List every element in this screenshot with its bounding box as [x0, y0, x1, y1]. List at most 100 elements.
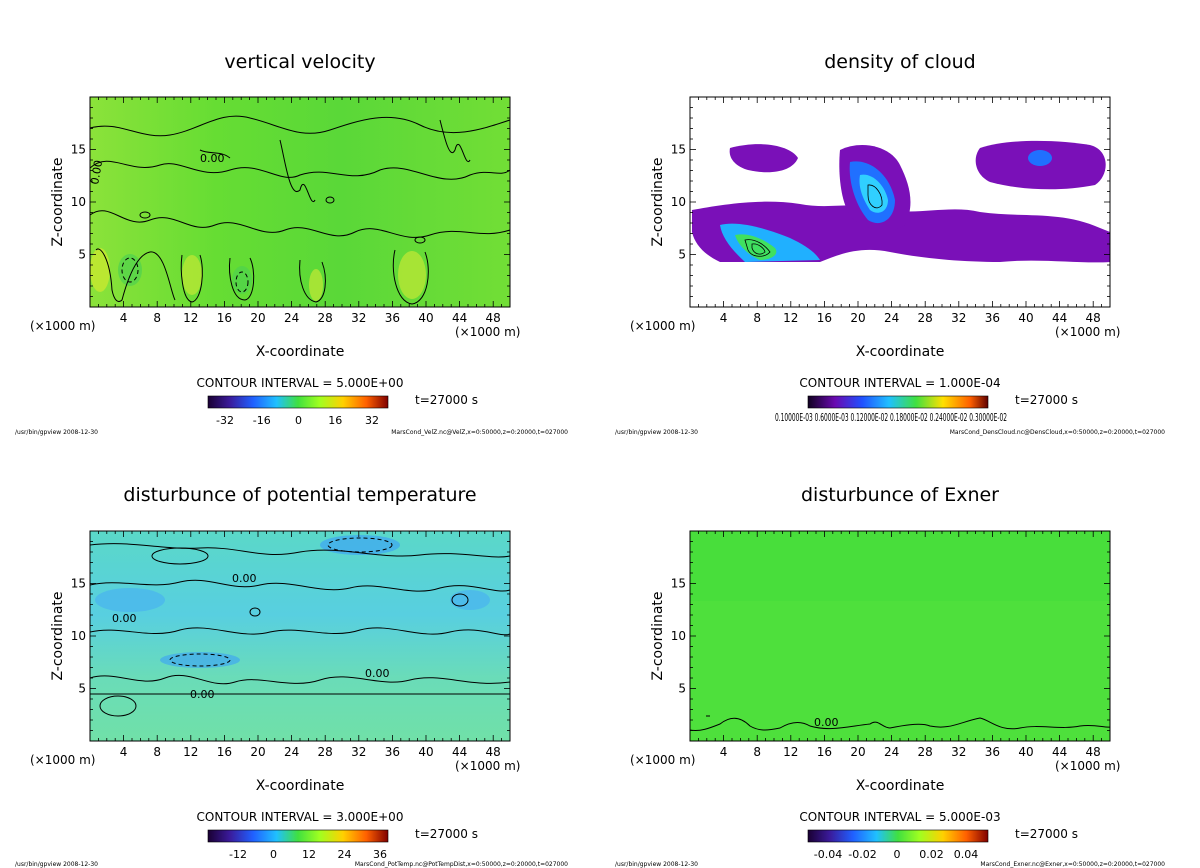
- cold-blob: [95, 588, 165, 612]
- x-tick-label: 20: [250, 311, 265, 325]
- cold-blob: [450, 590, 490, 610]
- y-axis: 5 10 15: [671, 541, 1110, 731]
- x-axis: 4 8 12 16 20 24 28 32 36 40 44 48: [98, 97, 503, 325]
- x-tick-label: 8: [153, 311, 161, 325]
- x-tick-label: 32: [351, 745, 366, 759]
- x-tick-label: 8: [153, 745, 161, 759]
- contour-lines: [90, 115, 510, 305]
- x-unit-left: (×1000 m): [630, 319, 695, 333]
- updraft-blob: [309, 269, 323, 301]
- x-tick-label: 16: [817, 311, 832, 325]
- colorbar-ticks: -12 0 12 24 36: [229, 848, 387, 861]
- y-tick-label: 10: [71, 629, 86, 643]
- colorbar-tick-label: 0: [270, 848, 277, 861]
- plot-area: 0.00 0.00 0.00 0.00: [90, 531, 510, 741]
- x-tick-label: 44: [1052, 311, 1067, 325]
- y-tick-label: 5: [78, 248, 86, 262]
- x-tick-label: 4: [720, 311, 728, 325]
- x-tick-label: 48: [486, 745, 501, 759]
- chart-title: vertical velocity: [224, 51, 375, 73]
- y-tick-label: 15: [671, 577, 686, 591]
- y-axis: 5 10 15: [71, 541, 510, 731]
- x-tick-label: 12: [183, 745, 198, 759]
- footer-right: MarsCond_Exner.nc@Exner,x=0:50000,z=0:20…: [980, 861, 1165, 868]
- x-tick-label: 24: [284, 745, 299, 759]
- chart-title: disturbunce of potential temperature: [123, 484, 476, 506]
- plot-area: [690, 97, 1110, 307]
- x-tick-label: 16: [217, 311, 232, 325]
- colorbar-tick-labels: 0.10000E-03 0.6000E-03 0.12000E-02 0.180…: [775, 411, 1007, 424]
- x-axis-label: X-coordinate: [856, 344, 945, 360]
- x-unit-left: (×1000 m): [630, 753, 695, 767]
- negative-contours: [169, 537, 393, 667]
- contour-label: 0.00: [365, 667, 390, 680]
- time-label: t=27000 s: [415, 827, 478, 841]
- colorbar-ticks: -0.04 -0.02 0 0.02 0.04: [814, 848, 978, 861]
- x-axis-label: X-coordinate: [856, 778, 945, 794]
- colorbar: [807, 395, 989, 409]
- x-tick-label: 28: [918, 745, 933, 759]
- x-tick-label: 32: [951, 311, 966, 325]
- y-tick-label: 5: [678, 248, 686, 262]
- x-tick-label: 44: [452, 745, 467, 759]
- colorbar: [807, 829, 989, 843]
- footer-left: /usr/bin/gpview 2008-12-30: [615, 429, 698, 436]
- x-unit-left: (×1000 m): [30, 753, 95, 767]
- panel-exner: disturbunce of Exner 0.00 4 8 12 16 20 24 28 32…: [615, 484, 1165, 868]
- x-tick-label: 36: [385, 311, 400, 325]
- contour-interval: CONTOUR INTERVAL = 3.000E+00: [197, 810, 404, 824]
- footer-right: MarsCond_PotTemp.nc@PotTempDist,x=0:5000…: [355, 861, 568, 868]
- contour-lines: [90, 543, 510, 717]
- cloud-core: [720, 150, 1052, 262]
- x-tick-label: 40: [1018, 311, 1033, 325]
- x-tick-label: 24: [884, 745, 899, 759]
- y-tick-label: 5: [78, 682, 86, 696]
- contour-label: 0.00: [190, 688, 215, 701]
- x-tick-label: 40: [418, 311, 433, 325]
- x-tick-label: 24: [884, 311, 899, 325]
- x-tick-label: 40: [418, 745, 433, 759]
- chart-title: density of cloud: [824, 51, 976, 73]
- colorbar-ticks: -32 -16 0 16 32: [216, 414, 379, 427]
- x-tick-label: 28: [318, 311, 333, 325]
- updraft-blob: [90, 248, 110, 292]
- x-unit-left: (×1000 m): [30, 319, 95, 333]
- contour-label: 0.00: [200, 152, 225, 165]
- colorbar-tick-label: 36: [373, 848, 387, 861]
- x-tick-label: 48: [1086, 311, 1101, 325]
- x-axis-label: X-coordinate: [256, 778, 345, 794]
- y-tick-label: 10: [71, 195, 86, 209]
- x-tick-label: 44: [1052, 745, 1067, 759]
- x-tick-label: 8: [753, 311, 761, 325]
- x-unit-right: (×1000 m): [455, 325, 520, 339]
- colorbar-tick-label: 0.04: [954, 848, 979, 861]
- x-axis: 4 8 12 16 20 24 28 32 36 40 44 48: [698, 531, 1102, 759]
- y-axis-label: Z-coordinate: [650, 157, 666, 246]
- y-axis: 5 10 15: [71, 107, 510, 297]
- x-tick-label: 32: [951, 745, 966, 759]
- colorbar-tick-label: 16: [328, 414, 342, 427]
- y-axis-label: Z-coordinate: [50, 591, 66, 680]
- x-tick-label: 4: [120, 745, 128, 759]
- time-label: t=27000 s: [1015, 393, 1078, 407]
- y-axis-label: Z-coordinate: [650, 591, 666, 680]
- x-axis: 4 8 12 16 20 24 28 32 36 40 44 48: [98, 531, 503, 759]
- contour-label: 0.00: [814, 716, 839, 729]
- field-shade: [690, 531, 1110, 601]
- contour-label: 0.00: [232, 572, 257, 585]
- colorbar-tick-label: 32: [365, 414, 379, 427]
- x-tick-label: 40: [1018, 745, 1033, 759]
- x-tick-label: 4: [720, 745, 728, 759]
- colorbar-tick-label: 0: [894, 848, 901, 861]
- x-tick-label: 20: [850, 311, 865, 325]
- x-tick-label: 28: [918, 311, 933, 325]
- footer-left: /usr/bin/gpview 2008-12-30: [615, 861, 698, 868]
- panel-vertical-velocity: vertical velocity: [15, 51, 568, 436]
- colorbar-tick-label: -16: [253, 414, 271, 427]
- y-tick-label: 5: [678, 682, 686, 696]
- colorbar-tick-label: -0.02: [848, 848, 876, 861]
- chart-title: disturbunce of Exner: [801, 484, 999, 506]
- x-tick-label: 12: [783, 311, 798, 325]
- contour-interval: CONTOUR INTERVAL = 5.000E-03: [799, 810, 1000, 824]
